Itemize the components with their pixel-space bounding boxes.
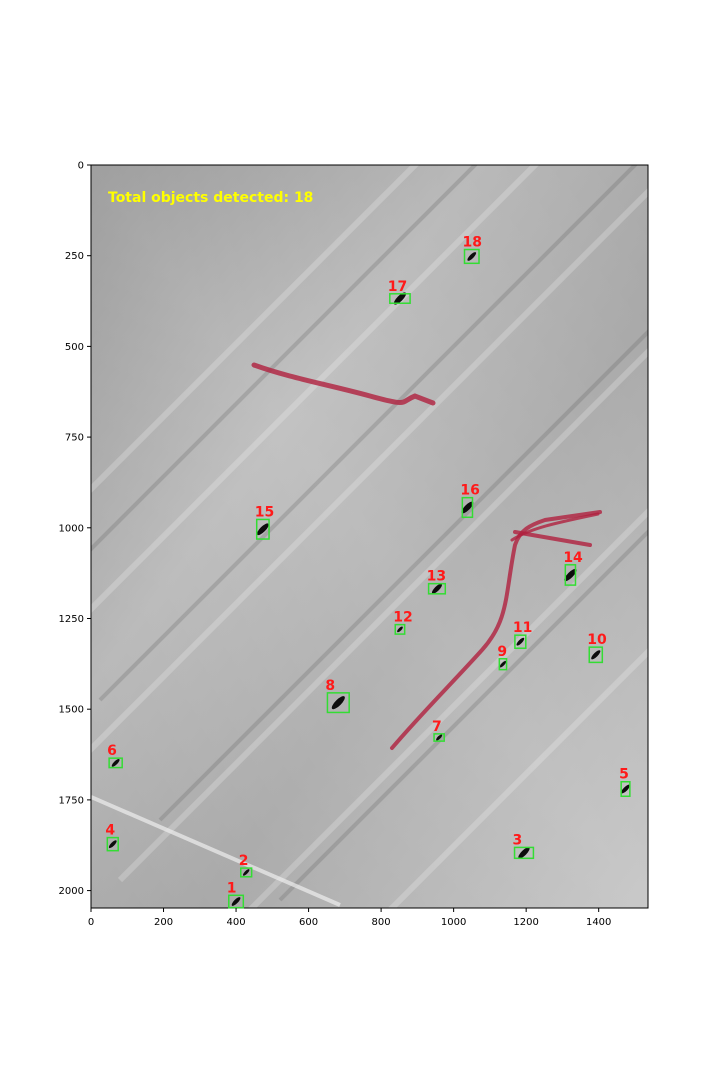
plot-frame xyxy=(90,164,649,909)
y-tick-label: 1250 xyxy=(59,614,84,625)
y-tick-label: 1000 xyxy=(59,523,84,534)
object-blob xyxy=(111,758,120,767)
x-tick-label: 600 xyxy=(299,917,318,928)
bounding-box xyxy=(106,836,119,852)
detection-2: 2 xyxy=(239,853,253,878)
detection-10: 10 xyxy=(587,632,607,664)
object-label: 17 xyxy=(388,279,407,295)
bounding-box xyxy=(461,496,474,519)
object-blob xyxy=(242,869,250,876)
x-tick-label: 0 xyxy=(88,917,94,928)
object-label: 14 xyxy=(563,550,583,566)
bounding-box xyxy=(498,658,508,671)
red-ink-marks xyxy=(251,362,602,750)
object-blob xyxy=(591,650,601,660)
bounding-box xyxy=(240,867,253,878)
x-tick-label: 400 xyxy=(227,917,246,928)
x-tick-label: 1200 xyxy=(513,917,538,928)
object-label: 6 xyxy=(107,743,117,759)
object-label: 4 xyxy=(105,823,115,839)
bounding-box xyxy=(108,757,123,769)
detection-14: 14 xyxy=(563,550,583,586)
object-label: 5 xyxy=(619,767,629,783)
bounding-box xyxy=(620,780,631,798)
object-blob xyxy=(564,568,577,582)
object-blob xyxy=(231,897,241,906)
y-tick-label: 1500 xyxy=(59,705,84,716)
x-tick-label: 800 xyxy=(372,917,391,928)
x-tick-label: 1400 xyxy=(586,917,611,928)
object-blob xyxy=(431,583,442,594)
object-label: 9 xyxy=(497,644,507,660)
object-blob xyxy=(436,734,443,741)
object-label: 12 xyxy=(393,610,412,626)
detection-6: 6 xyxy=(107,743,123,769)
bounding-box xyxy=(513,846,535,860)
detection-3: 3 xyxy=(513,832,535,860)
object-blob xyxy=(108,840,117,849)
detection-4: 4 xyxy=(105,823,119,852)
bounding-box xyxy=(564,564,577,586)
detection-9: 9 xyxy=(497,644,508,671)
object-label: 10 xyxy=(587,632,607,648)
detection-7: 7 xyxy=(432,719,445,742)
object-blob xyxy=(461,501,474,514)
detection-5: 5 xyxy=(619,767,631,798)
bounding-box xyxy=(228,894,245,909)
x-tick-label: 200 xyxy=(154,917,173,928)
object-blob xyxy=(257,523,269,536)
y-tick-label: 750 xyxy=(65,433,84,444)
object-label: 16 xyxy=(460,483,479,499)
object-label: 15 xyxy=(255,504,274,520)
y-axis: 0 250 500 750 1000 1250 1500 1750 2000 xyxy=(59,161,91,897)
y-tick-label: 2000 xyxy=(59,886,84,897)
object-label: 18 xyxy=(463,235,482,251)
object-label: 11 xyxy=(513,620,532,636)
object-blob xyxy=(499,660,507,668)
detection-17: 17 xyxy=(388,279,411,305)
bounding-box xyxy=(463,248,480,265)
detection-16: 16 xyxy=(460,483,480,519)
detection-1: 1 xyxy=(227,880,245,909)
object-blob xyxy=(397,626,403,633)
object-label: 13 xyxy=(427,569,446,585)
y-tick-label: 250 xyxy=(65,251,84,262)
bounding-box xyxy=(433,733,445,742)
x-tick-label: 1000 xyxy=(441,917,466,928)
y-tick-label: 0 xyxy=(78,161,84,172)
detection-12: 12 xyxy=(393,610,413,635)
bounding-box xyxy=(255,518,270,540)
detection-13: 13 xyxy=(427,569,446,595)
y-tick-label: 500 xyxy=(65,342,84,353)
detection-15: 15 xyxy=(255,504,274,540)
object-label: 2 xyxy=(239,853,249,869)
object-blob xyxy=(467,252,477,261)
x-axis: 0 200 400 600 800 1000 1200 1400 xyxy=(88,908,611,928)
bounding-box xyxy=(326,692,350,714)
y-tick-label: 1750 xyxy=(59,795,84,806)
bounding-box xyxy=(427,582,447,595)
photo-image xyxy=(91,165,648,908)
object-label: 8 xyxy=(325,678,335,694)
bounding-box xyxy=(514,634,527,649)
object-blob xyxy=(331,696,345,710)
total-objects-label: Total objects detected: 18 xyxy=(108,190,313,206)
bounding-box xyxy=(588,646,604,664)
object-label: 7 xyxy=(432,719,442,735)
object-blob xyxy=(621,784,630,794)
bounding-box xyxy=(389,293,411,304)
bounding-box xyxy=(394,623,406,635)
detection-18: 18 xyxy=(463,235,482,265)
object-label: 1 xyxy=(227,880,237,896)
object-blob xyxy=(518,847,530,859)
object-label: 3 xyxy=(513,832,523,848)
detection-8: 8 xyxy=(325,678,350,714)
object-blob xyxy=(393,292,407,305)
detection-11: 11 xyxy=(513,620,532,649)
object-blob xyxy=(516,637,525,646)
